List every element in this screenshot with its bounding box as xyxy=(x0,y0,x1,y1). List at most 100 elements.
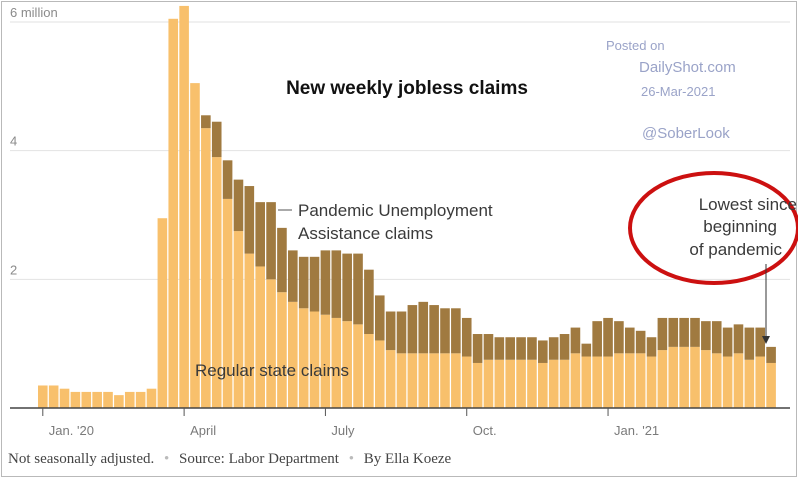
bar-regular-week-66 xyxy=(755,356,766,408)
bar-regular-week-12 xyxy=(168,18,179,409)
footer-separator-2: • xyxy=(348,451,354,467)
bar-regular-week-5 xyxy=(92,391,102,408)
bar-regular-week-62 xyxy=(711,353,722,408)
bar-pua-week-56 xyxy=(646,337,657,357)
callout-circle xyxy=(628,171,798,285)
footer-byline: By Ella Koeze xyxy=(363,451,452,467)
bar-pua-week-30 xyxy=(364,269,374,335)
bar-pua-week-36 xyxy=(429,305,439,354)
bar-pua-week-49 xyxy=(570,327,581,354)
bar-regular-week-38 xyxy=(451,353,461,408)
bar-regular-week-24 xyxy=(298,308,309,408)
bar-pua-week-42 xyxy=(494,337,505,360)
bar-regular-week-4 xyxy=(81,391,92,408)
bar-regular-week-32 xyxy=(385,350,396,408)
bar-pua-week-20 xyxy=(255,202,265,267)
footer-source: Source: Labor Department xyxy=(179,451,339,467)
bar-regular-week-46 xyxy=(538,362,548,408)
bar-pua-week-65 xyxy=(744,327,755,360)
bar-regular-week-8 xyxy=(124,391,135,408)
bar-regular-week-45 xyxy=(527,359,537,408)
bar-regular-week-55 xyxy=(635,353,646,408)
bar-pua-week-38 xyxy=(451,308,461,354)
bar-regular-week-25 xyxy=(309,311,320,408)
callout-line3: of pandemic xyxy=(689,240,782,259)
bar-regular-week-67 xyxy=(766,362,776,408)
bar-pua-week-25 xyxy=(309,256,320,312)
bar-regular-week-28 xyxy=(342,321,352,408)
footer-note: Not seasonally adjusted. xyxy=(8,451,155,467)
x-tick-label-1: April xyxy=(190,423,216,438)
bar-pua-week-32 xyxy=(385,311,396,351)
bar-pua-week-34 xyxy=(407,305,418,354)
bar-regular-week-48 xyxy=(559,359,570,408)
bar-pua-week-63 xyxy=(722,327,733,357)
bar-pua-week-44 xyxy=(516,337,526,360)
x-tick-label-0: Jan. '20 xyxy=(49,423,94,438)
bar-regular-week-44 xyxy=(516,359,526,408)
bar-pua-week-15 xyxy=(201,115,211,129)
bar-regular-week-43 xyxy=(505,359,516,408)
bar-regular-week-15 xyxy=(201,128,211,408)
bar-regular-week-19 xyxy=(244,253,255,408)
bar-regular-week-30 xyxy=(364,334,374,408)
bar-pua-week-27 xyxy=(331,250,342,318)
bar-pua-week-28 xyxy=(342,253,352,322)
bar-regular-week-0 xyxy=(38,385,48,408)
chart-title: New weekly jobless claims xyxy=(286,78,528,99)
callout-line1: Lowest since xyxy=(699,195,797,214)
bar-pua-week-21 xyxy=(266,202,276,280)
bar-regular-week-26 xyxy=(320,314,331,408)
bar-regular-week-11 xyxy=(157,218,168,408)
bar-regular-week-61 xyxy=(701,350,711,408)
bar-regular-week-29 xyxy=(353,324,363,408)
bar-regular-week-56 xyxy=(646,356,657,408)
bar-regular-week-51 xyxy=(592,356,602,408)
bar-regular-week-59 xyxy=(679,346,689,408)
watermark-date: 26-Mar-2021 xyxy=(641,84,715,99)
bar-pua-week-33 xyxy=(396,311,407,354)
chart-footer: Not seasonally adjusted. • Source: Labor… xyxy=(8,451,451,468)
bar-regular-week-36 xyxy=(429,353,439,408)
watermark-posted-on: Posted on xyxy=(606,38,665,53)
bar-pua-week-16 xyxy=(211,121,222,158)
bar-pua-week-57 xyxy=(657,317,668,351)
bar-regular-week-63 xyxy=(722,356,733,408)
y-tick-label-6: 6 million xyxy=(10,5,58,20)
bar-regular-week-9 xyxy=(135,391,146,408)
bar-regular-week-53 xyxy=(614,353,624,408)
watermark-handle: @SoberLook xyxy=(642,125,730,142)
bar-pua-week-60 xyxy=(690,317,700,347)
bar-regular-week-47 xyxy=(548,359,559,408)
bar-regular-week-1 xyxy=(48,385,59,408)
x-axis-ticks: Jan. '20 April July Oct. Jan. '21 xyxy=(42,408,659,438)
bar-pua-week-22 xyxy=(277,227,287,293)
bar-regular-week-35 xyxy=(418,353,429,408)
bar-pua-week-18 xyxy=(233,179,244,232)
bar-pua-week-53 xyxy=(614,321,624,354)
bar-pua-week-67 xyxy=(766,346,776,363)
bar-regular-week-2 xyxy=(59,388,70,408)
y-axis-tick-labels: 2 4 6 million xyxy=(10,5,58,277)
bar-regular-week-7 xyxy=(114,395,124,408)
bar-regular-week-37 xyxy=(440,353,450,408)
bar-pua-week-24 xyxy=(298,256,309,309)
bar-pua-week-66 xyxy=(755,327,766,357)
callout-line2: beginning xyxy=(703,217,777,236)
bar-regular-week-57 xyxy=(657,350,668,408)
bar-pua-week-59 xyxy=(679,317,689,347)
bar-regular-week-50 xyxy=(581,356,592,408)
y-tick-label-4: 4 xyxy=(10,134,17,149)
bar-regular-week-60 xyxy=(690,346,700,408)
bar-pua-week-35 xyxy=(418,301,429,354)
bar-regular-week-6 xyxy=(103,391,113,408)
bar-pua-week-52 xyxy=(603,317,613,357)
footer-separator-1: • xyxy=(163,451,170,467)
bar-regular-week-40 xyxy=(472,362,483,408)
bar-regular-week-3 xyxy=(70,391,81,408)
regular-claims-label: Regular state claims xyxy=(195,361,349,380)
bar-pua-week-19 xyxy=(244,186,255,254)
x-tick-label-4: Jan. '21 xyxy=(614,423,659,438)
